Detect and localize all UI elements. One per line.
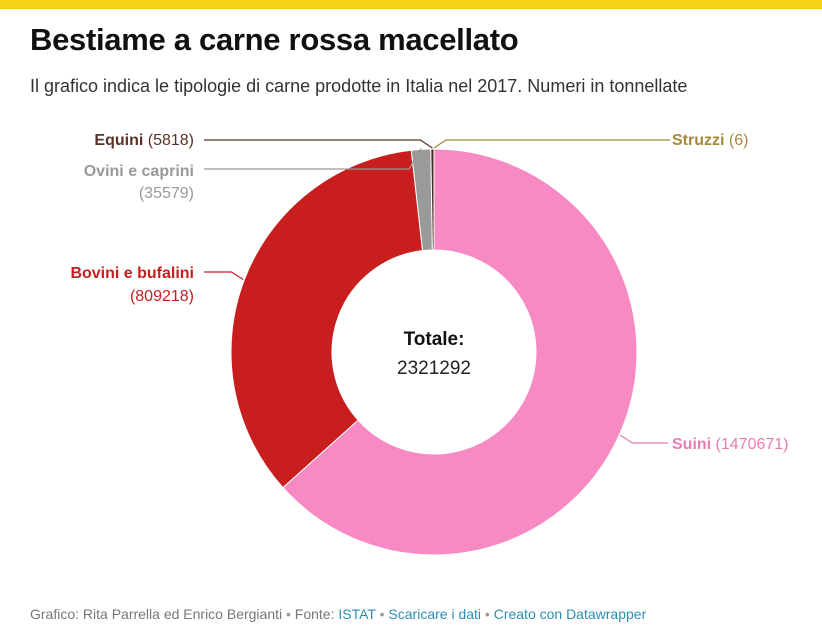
leader-lines: [204, 139, 670, 444]
leader-line-ovini-e-caprini: [204, 148, 422, 170]
slice-label-name: Struzzi: [672, 132, 724, 149]
download-data-link[interactable]: Scaricare i dati: [388, 606, 482, 622]
slice-label-suini: Suini (1470671): [672, 436, 789, 453]
slice-label-name: Suini: [672, 436, 711, 453]
footer-source-prefix: Fonte:: [294, 606, 335, 622]
center-total-label: Totale:: [404, 329, 465, 350]
slice-label-name: Bovini e bufalini: [70, 265, 194, 282]
center-total-value: 2321292: [397, 358, 471, 379]
donut-chart: Struzzi (6) Suini (1470671) Bovini e bufal…: [70, 132, 789, 556]
slice-label-value: (809218): [130, 288, 194, 305]
chart-subtitle: Il grafico indica le tipologie di carne …: [30, 76, 688, 96]
slice-bovini-e-bufalini: [230, 149, 424, 489]
source-link[interactable]: ISTAT: [338, 606, 376, 622]
footer-credit: Grafico: Rita Parrella ed Enrico Bergian…: [30, 606, 283, 622]
slice-label-value: (1470671): [711, 436, 788, 453]
top-accent-bar: [0, 0, 822, 9]
slice-label-name: Ovini e caprini: [84, 163, 194, 180]
footer: Grafico: Rita Parrella ed Enrico Bergian…: [30, 606, 646, 622]
donut-slices: [230, 148, 638, 556]
slice-label-value: (6): [724, 132, 748, 149]
slice-equini: [430, 148, 435, 251]
datawrapper-link[interactable]: Creato con Datawrapper: [493, 606, 647, 622]
leader-line-struzzi: [433, 139, 670, 149]
slice-label-value: (35579): [139, 185, 194, 202]
slice-label-ovini-e-caprini: Ovini e caprini (35579): [84, 163, 194, 202]
footer-separator: •: [484, 606, 490, 622]
leader-line-suini: [619, 434, 668, 444]
slice-label-struzzi: Struzzi (6): [672, 132, 748, 149]
slice-labels: Struzzi (6) Suini (1470671) Bovini e bufal…: [70, 132, 788, 453]
leader-line-bovini-e-bufalini: [204, 271, 244, 280]
leader-line-equini: [204, 139, 433, 149]
slice-label-value: (5818): [143, 132, 194, 149]
slice-label-equini: Equini (5818): [94, 132, 194, 149]
slice-label-bovini-e-bufalini: Bovini e bufalini (809218): [70, 265, 194, 305]
footer-separator: •: [379, 606, 385, 622]
slice-label-name: Equini: [94, 132, 143, 149]
footer-separator: •: [286, 606, 291, 622]
chart-title: Bestiame a carne rossa macellato: [30, 22, 519, 57]
slice-suini: [282, 148, 638, 556]
